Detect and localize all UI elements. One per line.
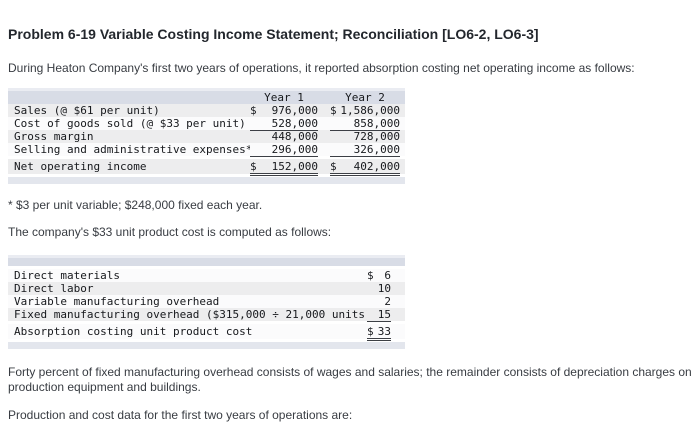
overhead-paragraph: Forty percent of fixed manufacturing ove… [8, 365, 692, 394]
amount-cell: $6 [367, 269, 391, 282]
year2-cell: 326,000 [330, 143, 400, 157]
table-top-bar [8, 88, 405, 91]
unit-product-cost-table: Direct materials $6 Direct labor 10 Vari… [8, 255, 405, 349]
year1-cell: 296,000 [250, 143, 318, 157]
unit-cost-intro: The company's $33 unit product cost is c… [8, 225, 332, 239]
row-label: Selling and administrative expenses* [14, 143, 250, 156]
row-label: Absorption costing unit product cost [14, 325, 253, 338]
row-label: Gross margin [14, 130, 94, 143]
year2-cell: 728,000 [353, 130, 400, 143]
table-row-gross-margin: Gross margin 448,000 728,000 [8, 130, 405, 143]
row-label: Sales (@ $61 per unit) [14, 104, 160, 117]
row-label: Fixed manufacturing overhead ($315,000 ÷… [14, 308, 367, 321]
year1-cell: $976,000 [250, 104, 318, 117]
year1-cell: 528,000 [250, 117, 318, 131]
intro-paragraph: During Heaton Company's first two years … [8, 61, 635, 75]
table-row-sales: Sales (@ $61 per unit) $976,000 $1,586,0… [8, 104, 405, 117]
table-header-row: Year 1 Year 2 [8, 91, 405, 104]
year2-cell: $1,586,000 [330, 104, 400, 117]
row-label: Direct labor [14, 282, 94, 295]
amount-cell: 2 [384, 295, 391, 308]
year2-column-header: Year 2 [345, 91, 385, 104]
problem-title: Problem 6-19 Variable Costing Income Sta… [8, 26, 539, 42]
amount-cell: $33 [367, 323, 391, 341]
net-operating-income-row: Net operating income $152,000 $402,000 [8, 158, 405, 176]
row-label: Cost of goods sold (@ $33 per unit) [14, 117, 246, 130]
table-row-selling-admin: Selling and administrative expenses* 296… [8, 143, 405, 157]
footnote-text: * $3 per unit variable; $248,000 fixed e… [8, 198, 263, 212]
amount-cell: 15 [367, 308, 391, 322]
absorption-unit-cost-row: Absorption costing unit product cost $33 [8, 323, 405, 341]
row-label: Variable manufacturing overhead [14, 295, 220, 308]
year2-cell: 858,000 [330, 117, 400, 131]
table-header-bar [8, 258, 405, 266]
table-top-bar [8, 255, 405, 258]
table-row-variable-overhead: Variable manufacturing overhead 2 [8, 295, 405, 308]
table-row-direct-materials: Direct materials $6 [8, 269, 405, 282]
table-footer-bar [8, 177, 405, 184]
absorption-income-table: Year 1 Year 2 Sales (@ $61 per unit) $97… [8, 88, 405, 184]
year1-column-header: Year 1 [264, 91, 304, 104]
row-label: Direct materials [14, 269, 120, 282]
table-footer-bar [8, 342, 405, 349]
table-row-fixed-overhead: Fixed manufacturing overhead ($315,000 ÷… [8, 308, 405, 322]
amount-cell: 10 [377, 282, 391, 295]
table-row-cogs: Cost of goods sold (@ $33 per unit) 528,… [8, 117, 405, 131]
year1-cell: 448,000 [271, 130, 318, 143]
table-row-direct-labor: Direct labor 10 [8, 282, 405, 295]
year2-cell: $402,000 [330, 158, 400, 176]
production-data-paragraph: Production and cost data for the first t… [8, 408, 353, 422]
row-label: Net operating income [14, 160, 147, 173]
year1-cell: $152,000 [250, 158, 318, 176]
